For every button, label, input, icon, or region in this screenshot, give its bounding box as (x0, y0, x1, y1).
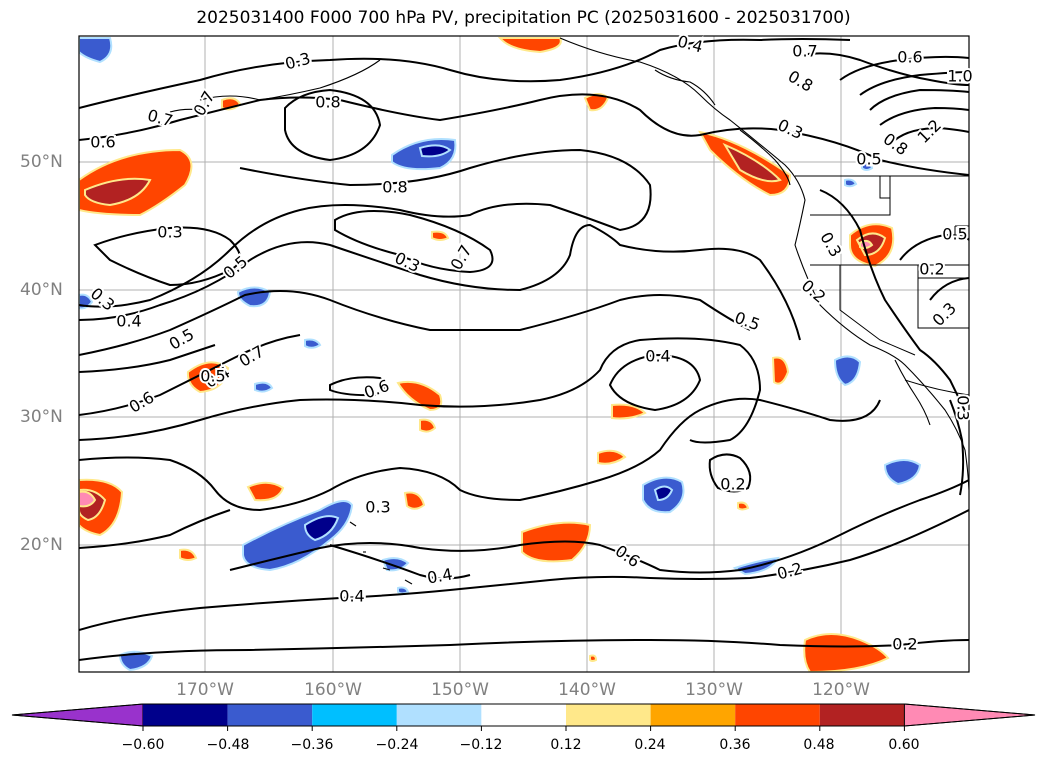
contour-label: 0.3 (87, 284, 119, 315)
colorbar-tick: 0.60 (888, 737, 920, 753)
colorbar-tick: 0.24 (634, 737, 666, 753)
colorbar-segment (481, 704, 566, 726)
lon-label-160w: 160°W (304, 680, 362, 700)
colorbar-tick: −0.24 (375, 737, 419, 753)
contour-label: 0.3 (157, 223, 182, 242)
contour-label: 0.4 (426, 564, 454, 587)
colorbar-segment (650, 704, 736, 726)
contour-label: 0.5 (942, 225, 967, 244)
contour-label: 1.0 (947, 67, 972, 86)
contour-label: 0.2 (798, 276, 830, 307)
colorbar-segment (735, 704, 820, 726)
contour-label: 0.8 (382, 178, 407, 197)
contour-label: 0.2 (892, 635, 917, 654)
lon-label-120w: 120°W (812, 680, 870, 700)
contour-label: 1.2 (914, 116, 945, 147)
contour-label: 0.3 (283, 49, 313, 74)
precip-pc-negative (79, 37, 922, 672)
colorbar-tick: −0.12 (459, 737, 503, 753)
contour-labels: 0.80.40.80.70.60.70.80.60.7 0.30.80.50.31… (85, 30, 975, 656)
contour-label: 0.6 (126, 388, 158, 417)
contour-label: 0.2 (919, 260, 944, 279)
lat-label-40: 40°N (20, 280, 63, 300)
colorbar-tick: −0.60 (121, 737, 165, 753)
contour-label: 0.5 (200, 367, 225, 386)
lat-label-30: 30°N (20, 407, 63, 427)
lon-label-140w: 140°W (558, 680, 616, 700)
lon-label-150w: 150°W (431, 680, 489, 700)
pv-contours (79, 38, 969, 661)
contour-label: 0.2 (720, 475, 745, 494)
colorbar-tick: −0.48 (206, 737, 250, 753)
colorbar-tick: 0.48 (803, 737, 835, 753)
colorbar-segment (143, 704, 228, 726)
contour-label: 0.4 (339, 587, 364, 606)
contour-label: 0.4 (676, 32, 706, 57)
colorbar-tick: −0.36 (290, 737, 334, 753)
state-borders (795, 175, 969, 396)
contour-label: 0.6 (897, 48, 922, 67)
lon-label-130w: 130°W (685, 680, 743, 700)
lon-label-170w: 170°W (176, 680, 234, 700)
gridlines (79, 36, 969, 672)
lat-label-50: 50°N (20, 152, 63, 172)
contour-label: 0.3 (365, 498, 390, 517)
contour-label: 0.7 (190, 88, 219, 120)
contour-label: 0.7 (146, 106, 176, 131)
colorbar (11, 703, 1036, 731)
contour-label: 0.3 (775, 115, 806, 143)
contour-label: 0.7 (792, 42, 817, 61)
colorbar-tick: 0.12 (550, 737, 582, 753)
colorbar-tick: 0.36 (719, 737, 751, 753)
contour-label: 0.6 (361, 376, 391, 403)
contour-label: 0.8 (315, 93, 340, 112)
contour-label: 0.3 (954, 395, 973, 420)
contour-label: 0.4 (116, 312, 141, 331)
colorbar-segment (227, 704, 313, 726)
colorbar-extend-max (903, 703, 1036, 727)
contour-label: 0.5 (732, 308, 762, 335)
colorbar-segment (819, 704, 905, 726)
contour-label: 0.8 (785, 67, 817, 96)
colorbar-segment (566, 704, 651, 726)
contour-label: 0.3 (929, 299, 960, 330)
contour-label: 0.4 (645, 347, 670, 366)
colorbar-extend-min (11, 703, 144, 727)
contour-label: 0.2 (775, 559, 805, 584)
chart-title: 2025031400 F000 700 hPa PV, precipitatio… (196, 8, 851, 28)
colorbar-segment (312, 704, 397, 726)
contour-label: 0.6 (90, 133, 115, 152)
precip-pc-positive (79, 37, 895, 672)
contour-label: 0.5 (856, 150, 881, 169)
coastlines (169, 37, 969, 585)
contour-label: 0.6 (612, 541, 644, 571)
contour-label: 0.3 (392, 248, 423, 276)
lat-label-20: 20°N (20, 535, 63, 555)
colorbar-segment (396, 704, 482, 726)
contour-label: 0.7 (447, 242, 476, 274)
